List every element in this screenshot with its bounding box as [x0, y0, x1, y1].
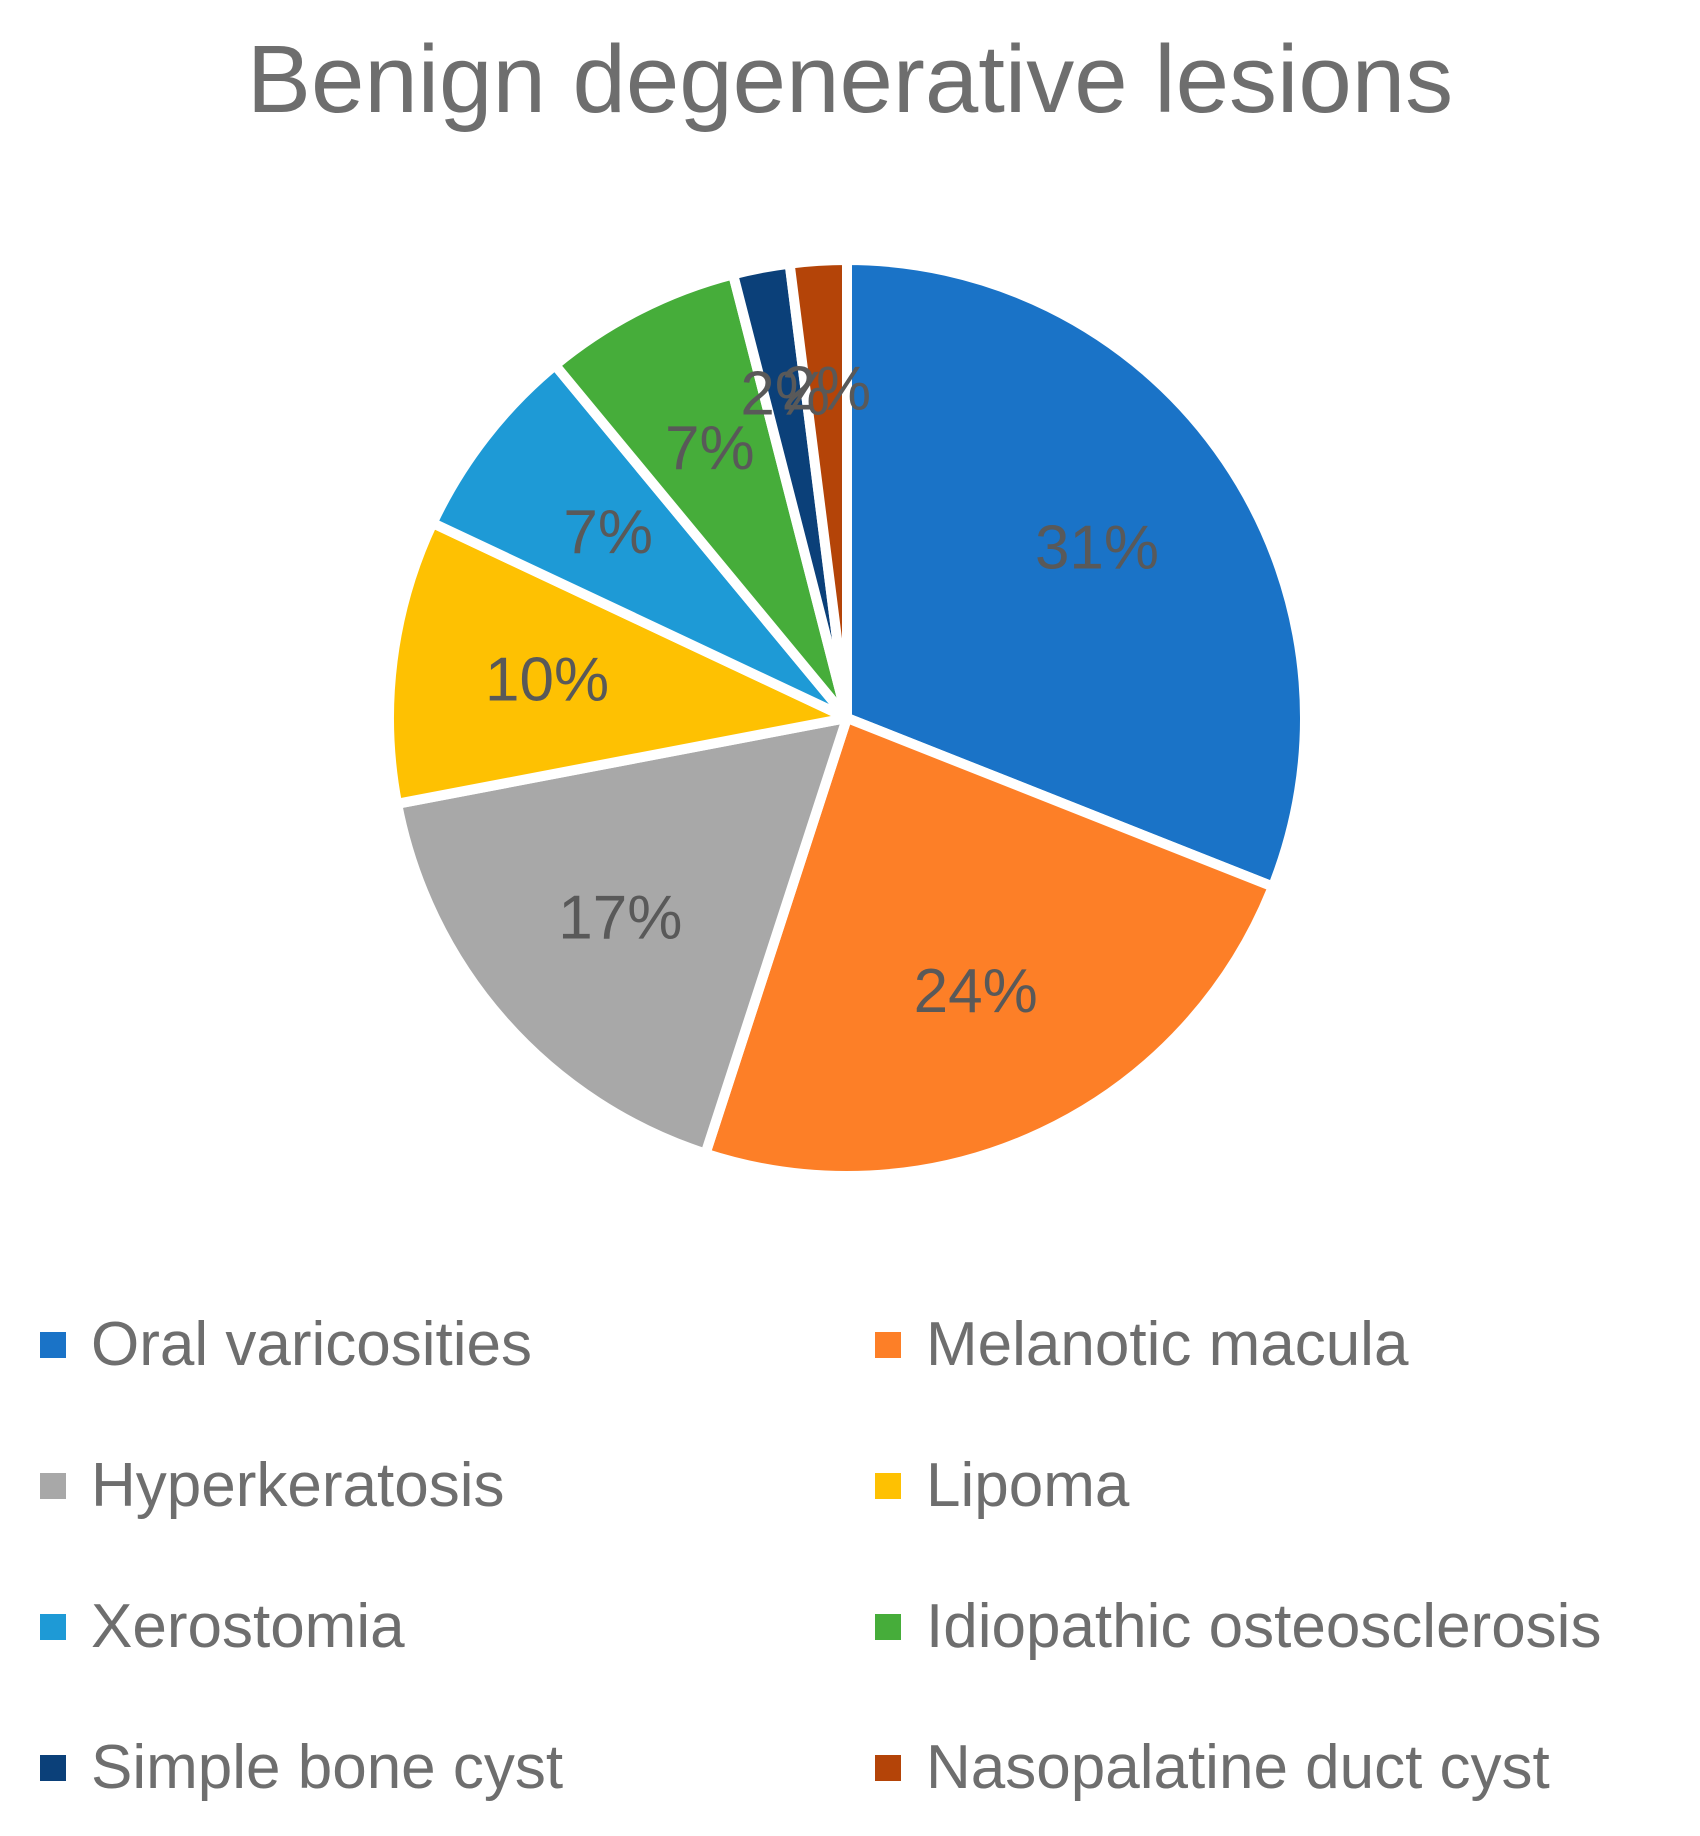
pie-slice-idiopathic-osteosclerosis — [550, 269, 852, 723]
legend-item-simple-bone-cyst: Simple bone cyst — [40, 1721, 875, 1814]
legend-swatch — [875, 1754, 901, 1781]
legend-label: Hyperkeratosis — [91, 1451, 505, 1520]
legend-swatch — [875, 1472, 901, 1499]
data-label-oral-varicosities: 31% — [1035, 514, 1159, 583]
data-label-melanotic-macula: 24% — [914, 957, 1038, 1026]
legend-item-hyperkeratosis: Hyperkeratosis — [40, 1439, 875, 1532]
legend-label: Lipoma — [926, 1451, 1130, 1520]
legend-label: Xerostomia — [91, 1592, 405, 1661]
legend-swatch — [875, 1331, 901, 1358]
pie-plot: 31%24%17%10%7%7%2%2% — [384, 255, 1310, 1181]
data-label-nasopalatine-duct-cyst: 2% — [781, 354, 871, 423]
pie-slice-xerostomia — [427, 360, 852, 723]
legend-swatch — [40, 1331, 66, 1358]
legend-item-idiopathic-osteosclerosis: Idiopathic osteosclerosis — [875, 1580, 1680, 1673]
legend-label: Oral varicosities — [91, 1310, 532, 1379]
data-label-simple-bone-cyst: 2% — [740, 360, 830, 429]
data-label-lipoma: 10% — [485, 646, 609, 715]
legend-item-oral-varicosities: Oral varicosities — [40, 1298, 875, 1391]
legend-item-nasopalatine-duct-cyst: Nasopalatine duct cyst — [875, 1721, 1680, 1814]
legend-label: Melanotic macula — [926, 1310, 1409, 1379]
pie-slice-oral-varicosities — [842, 255, 1310, 892]
legend-swatch — [40, 1613, 66, 1640]
chart-title: Benign degenerative lesions — [246, 26, 1454, 133]
data-label-xerostomia: 7% — [563, 498, 653, 567]
pie-slice-melanotic-macula — [700, 713, 1278, 1181]
legend-label: Simple bone cyst — [91, 1733, 564, 1802]
legend: Oral varicosities Melanotic macula Hyperke… — [40, 1298, 1680, 1814]
pie-slice-lipoma — [384, 517, 852, 809]
legend-label: Idiopathic osteosclerosis — [926, 1592, 1602, 1661]
legend-item-melanotic-macula: Melanotic macula — [875, 1298, 1680, 1391]
legend-swatch — [40, 1754, 66, 1781]
data-label-idiopathic-osteosclerosis: 7% — [665, 414, 755, 483]
legend-swatch — [875, 1613, 901, 1640]
data-label-hyperkeratosis: 17% — [558, 883, 682, 952]
legend-item-xerostomia: Xerostomia — [40, 1580, 875, 1673]
pie-slice-nasopalatine-duct-cyst — [784, 255, 852, 723]
legend-label: Nasopalatine duct cyst — [926, 1733, 1550, 1802]
pie-slice-hyperkeratosis — [392, 713, 852, 1159]
legend-swatch — [40, 1472, 66, 1499]
legend-item-lipoma: Lipoma — [875, 1439, 1680, 1532]
